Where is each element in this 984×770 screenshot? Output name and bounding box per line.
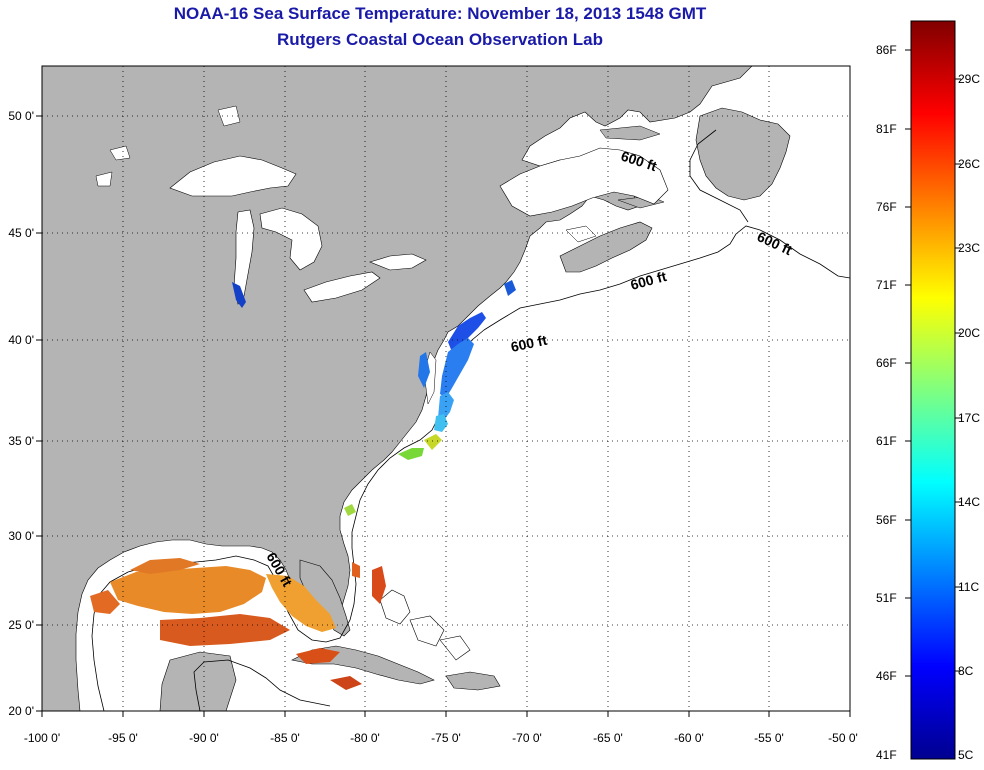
colorbar-c-label: 5C [958, 748, 974, 762]
colorbar-f-label: 81F [876, 122, 897, 136]
colorbar-c-label: 17C [958, 411, 981, 425]
map-subtitle: Rutgers Coastal Ocean Observation Lab [277, 30, 603, 49]
colorbar-f-label: 71F [876, 278, 897, 292]
x-tick-label: -70 0' [512, 731, 542, 745]
colorbar-f-label: 41F [876, 748, 897, 762]
y-tick-label: 45 0' [8, 226, 34, 240]
y-tick-label: 50 0' [8, 109, 34, 123]
colorbar-c-label: 23C [958, 241, 981, 255]
x-tick-label: -60 0' [674, 731, 704, 745]
y-tick-label: 20 0' [8, 704, 34, 718]
x-tick-label: -100 0' [23, 731, 61, 745]
contour-600ft-north [483, 225, 850, 331]
colorbar-f-label: 76F [876, 200, 897, 214]
x-tick-label: -65 0' [593, 731, 623, 745]
lake-erie [303, 271, 381, 303]
colorbar-f-label: 61F [876, 434, 897, 448]
map-title: NOAA-16 Sea Surface Temperature: Novembe… [173, 4, 707, 23]
lake-ontario [369, 253, 427, 271]
y-tick-label: 30 0' [8, 529, 34, 543]
x-tick-label: -90 0' [189, 731, 219, 745]
y-tick-label: 35 0' [8, 434, 34, 448]
colorbar-f-label: 66F [876, 356, 897, 370]
colorbar-f-label: 56F [876, 513, 897, 527]
colorbar-c-label: 29C [958, 72, 981, 86]
contour-600ft-gulf [91, 555, 351, 711]
colorbar-c-label: 26C [958, 157, 981, 171]
sst-orange-patch [90, 558, 386, 690]
newfoundland [695, 107, 791, 201]
colorbar [910, 20, 956, 760]
y-tick-label: 25 0' [8, 618, 34, 632]
y-tick-label: 40 0' [8, 333, 34, 347]
colorbar-c-label: 14C [958, 495, 981, 509]
x-tick-label: -75 0' [431, 731, 461, 745]
sst-green-patch [344, 434, 442, 516]
x-tick-label: -50 0' [828, 731, 858, 745]
x-tick-label: -85 0' [270, 731, 300, 745]
colorbar-c-label: 11C [958, 580, 980, 594]
x-tick-label: -55 0' [754, 731, 784, 745]
nova-scotia [559, 221, 653, 273]
axis-ticks [36, 115, 851, 717]
colorbar-f-label: 46F [876, 669, 897, 683]
lake-huron [259, 207, 323, 271]
lake-michigan [233, 209, 255, 305]
colorbar-c-label: 8C [958, 664, 974, 678]
x-tick-label: -80 0' [350, 731, 380, 745]
colorbar-c-label: 20C [958, 326, 981, 340]
colorbar-f-label: 51F [876, 591, 897, 605]
x-tick-label: -95 0' [108, 731, 138, 745]
contour-label: 600 ft [509, 332, 548, 355]
colorbar-f-label: 86F [876, 43, 897, 57]
lake-superior [169, 155, 297, 197]
sst-blue-patch [232, 280, 516, 432]
